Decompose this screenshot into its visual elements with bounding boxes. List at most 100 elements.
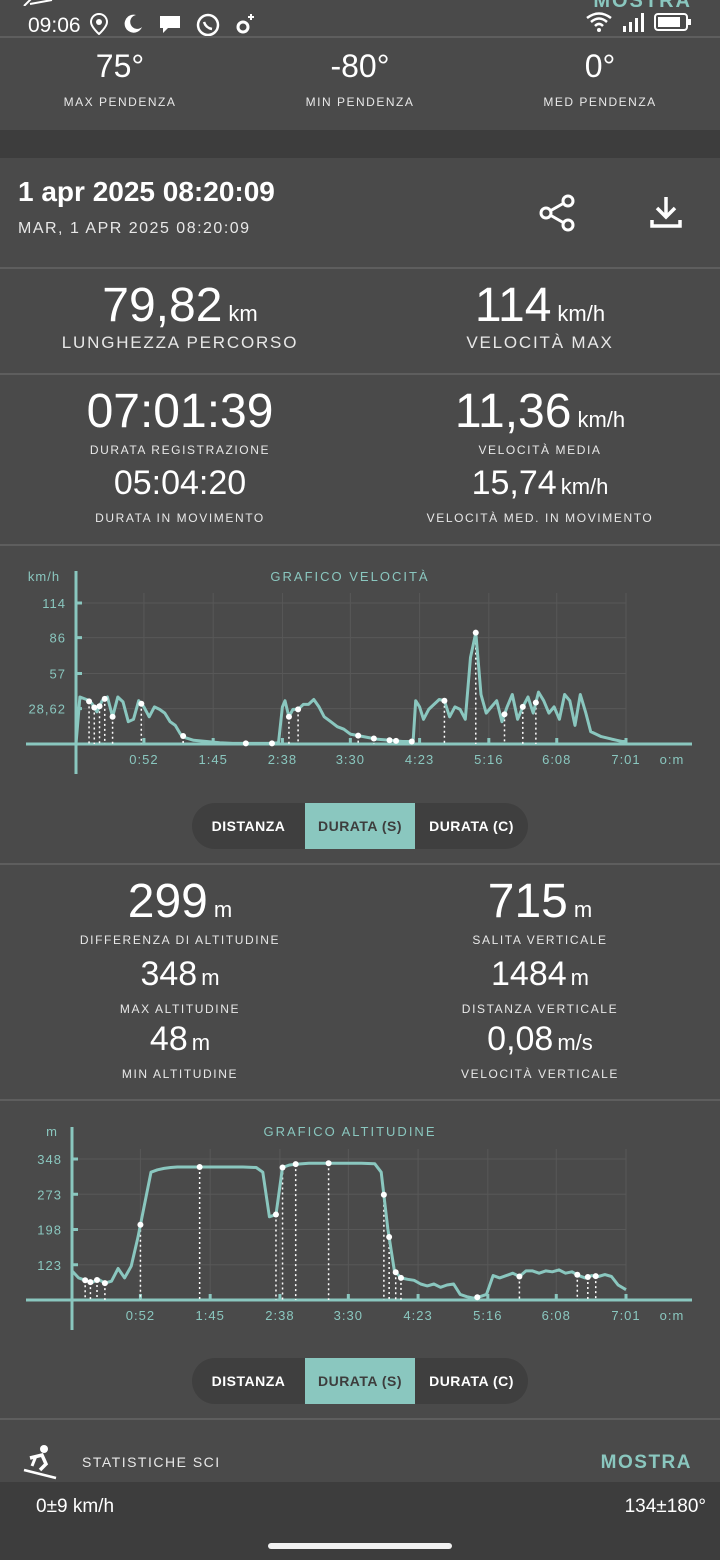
length-value: 79,82 xyxy=(102,279,223,332)
marker-point xyxy=(397,1274,404,1281)
marker-point xyxy=(86,698,93,705)
marker-point xyxy=(584,1273,591,1280)
whatsapp-icon xyxy=(196,13,220,37)
x-tick-label: 4:23 xyxy=(403,1308,432,1323)
avg-speed-unit: km/h xyxy=(577,407,626,432)
marker-point xyxy=(519,703,526,710)
min-alt-stat: 48 m MIN ALTITUDINE xyxy=(0,1020,360,1081)
wifi-icon xyxy=(586,12,612,32)
vert-climb-value: 715 xyxy=(487,875,568,928)
marker-point xyxy=(355,732,362,739)
x-tick-label: 6:08 xyxy=(542,752,571,767)
moon-icon xyxy=(124,14,142,33)
mode-durata-s-button[interactable]: DURATA (S) xyxy=(305,1358,415,1404)
moving-duration-value: 05:04:20 xyxy=(113,464,247,502)
status-bar: MOSTRA 09:06 xyxy=(0,0,720,38)
x-tick-label: 2:38 xyxy=(268,752,297,767)
avg-moving-speed-value: 15,74 xyxy=(471,464,557,502)
x-tick-label: 5:16 xyxy=(473,1308,502,1323)
mode-distanza-button[interactable]: DISTANZA xyxy=(211,818,286,834)
bottom-stats-bar: 0±9 km/h 134±180° xyxy=(0,1482,720,1560)
alt-diff-value: 299 xyxy=(127,875,208,928)
download-icon[interactable] xyxy=(648,194,684,230)
location-icon xyxy=(90,13,108,35)
y-tick-label: 273 xyxy=(37,1187,62,1202)
y-axis-label: m xyxy=(46,1124,58,1139)
moving-duration-stat: 05:04:20 DURATA IN MOVIMENTO xyxy=(0,464,360,525)
marker-point xyxy=(268,740,275,747)
mode-durata-c-button[interactable]: DURATA (C) xyxy=(429,1373,514,1389)
marker-point xyxy=(386,1234,393,1241)
recording-header: 1 apr 2025 08:20:09 MAR, 1 APR 2025 08:2… xyxy=(0,158,720,268)
settings-icon xyxy=(236,14,254,34)
avg-speed-stat: 11,36 km/h VELOCITÀ MEDIA xyxy=(360,384,720,457)
series-line xyxy=(74,631,626,745)
marker-point xyxy=(441,697,448,704)
x-axis-label: o:m xyxy=(660,752,685,767)
marker-point xyxy=(285,713,292,720)
vert-climb-label: SALITA VERTICALE xyxy=(472,933,608,947)
vert-dist-value: 1484 xyxy=(491,955,567,993)
y-axis-label: km/h xyxy=(28,569,60,584)
x-tick-label: 1:45 xyxy=(199,752,228,767)
avg-speed-label: VELOCITÀ MEDIA xyxy=(478,443,602,457)
min-slope-value: -80° xyxy=(330,48,390,84)
y-tick-label: 86 xyxy=(50,631,66,646)
vert-speed-stat: 0,08 m/s VELOCITÀ VERTICALE xyxy=(360,1020,720,1081)
x-tick-label: 0:52 xyxy=(129,752,158,767)
mode-durata-s-button[interactable]: DURATA (S) xyxy=(305,803,415,849)
marker-point xyxy=(392,1269,399,1276)
marker-point xyxy=(295,706,302,713)
avg-moving-speed-unit: km/h xyxy=(560,474,609,499)
marker-point xyxy=(109,713,116,720)
duration-value: 07:01:39 xyxy=(86,385,274,438)
marker-point xyxy=(279,1164,286,1171)
x-tick-label: 3:30 xyxy=(334,1308,363,1323)
y-tick-label: 348 xyxy=(37,1152,62,1167)
altitude-chart: 123 198 273 348 0:52 1:45 2:38 3:30 4:23 5:16 6:08… xyxy=(0,1101,720,1341)
speed-chart-svg: 28,62 57 86 114 0:52 1:45 2:38 3:30 4:23 5:16 6:08… xyxy=(26,569,692,774)
marker-point xyxy=(501,711,508,718)
gesture-handle[interactable] xyxy=(268,1543,452,1549)
max-alt-label: MAX ALTITUDINE xyxy=(119,1002,241,1016)
status-time: 09:06 xyxy=(28,14,81,37)
length-stat: 79,82 km LUNGHEZZA PERCORSO xyxy=(0,278,360,353)
marker-point xyxy=(370,735,377,742)
bottom-speed-value: 0±9 km/h xyxy=(36,1496,115,1517)
min-alt-unit: m xyxy=(191,1030,211,1055)
chart-title: GRAFICO ALTITUDINE xyxy=(264,1124,437,1139)
series-line xyxy=(70,1161,627,1300)
x-tick-label: 3:30 xyxy=(336,752,365,767)
vert-speed-value: 0,08 xyxy=(487,1020,554,1058)
avg-moving-speed-stat: 15,74 km/h VELOCITÀ MED. IN MOVIMENTO xyxy=(360,464,720,525)
signal-icon xyxy=(623,13,644,32)
marker-point xyxy=(94,1276,101,1283)
marker-point xyxy=(532,699,539,706)
vert-climb-unit: m xyxy=(573,897,593,922)
length-label: LUNGHEZZA PERCORSO xyxy=(61,333,299,352)
page-subtitle: MAR, 1 APR 2025 08:20:09 xyxy=(18,220,251,237)
max-alt-unit: m xyxy=(201,965,220,990)
marker-point xyxy=(101,695,108,702)
vert-dist-unit: m xyxy=(570,965,589,990)
marker-point xyxy=(82,1277,89,1284)
mode-durata-c-button[interactable]: DURATA (C) xyxy=(429,818,514,834)
ski-stats-row: STATISTICHE SCI MOSTRA xyxy=(0,1420,720,1482)
length-unit: km xyxy=(228,301,258,326)
max-alt-value: 348 xyxy=(140,955,198,993)
avg-moving-speed-label: VELOCITÀ MED. IN MOVIMENTO xyxy=(426,511,654,525)
slope-stats: 75° MAX PENDENZA -80° MIN PENDENZA 0° ME… xyxy=(0,48,720,128)
vert-climb-stat: 715 m SALITA VERTICALE xyxy=(360,874,720,947)
ski-stats-show-button[interactable]: MOSTRA xyxy=(600,1452,692,1473)
share-icon[interactable] xyxy=(538,194,576,232)
mode-distanza-button[interactable]: DISTANZA xyxy=(211,1373,286,1389)
max-speed-label: VELOCITÀ MAX xyxy=(466,333,614,352)
marker-point xyxy=(138,700,145,707)
marker-point xyxy=(96,703,103,710)
max-slope-value: 75° xyxy=(95,48,145,84)
x-tick-label: 2:38 xyxy=(265,1308,294,1323)
vert-speed-unit: m/s xyxy=(557,1030,593,1055)
altitude-chart-mode-selector: DISTANZA DURATA (S) DURATA (C) xyxy=(192,1358,528,1404)
y-tick-label: 114 xyxy=(42,596,66,611)
x-tick-label: 5:16 xyxy=(474,752,503,767)
